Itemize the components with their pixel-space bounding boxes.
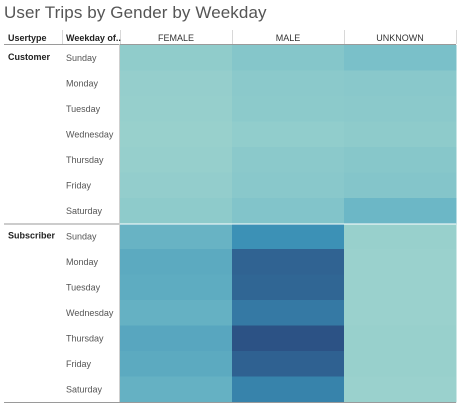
row-label-customer-tuesday: Tuesday: [66, 104, 101, 114]
heatmap-cell-subscriber-saturday-male[interactable]: [232, 376, 345, 403]
heatmap-cell-customer-tuesday-female[interactable]: [120, 96, 233, 122]
heatmap-cell-subscriber-tuesday-male[interactable]: [232, 274, 345, 301]
heatmap-cell-subscriber-tuesday-female[interactable]: [120, 274, 233, 301]
heatmap-cell-customer-friday-unknown[interactable]: [344, 172, 457, 199]
row-label-subscriber-wednesday: Wednesday: [66, 308, 114, 318]
grid-lines: [4, 30, 457, 403]
row-label-subscriber-thursday: Thursday: [66, 334, 104, 344]
chart-title: User Trips by Gender by Weekday: [4, 3, 267, 22]
row-label-customer-friday: Friday: [66, 181, 92, 191]
row-label-customer-sunday: Sunday: [66, 53, 97, 63]
row-header-weekday-of: Weekday of..: [66, 33, 121, 43]
heatmap-cell-customer-sunday-female[interactable]: [120, 45, 233, 71]
heatmap-cell-customer-tuesday-male[interactable]: [232, 96, 345, 122]
row-label-subscriber-friday: Friday: [66, 359, 92, 369]
row-label-subscriber-saturday: Saturday: [66, 385, 103, 395]
column-header-male: MALE: [276, 33, 301, 43]
heatmap-cell-customer-saturday-unknown[interactable]: [344, 198, 457, 224]
row-label-subscriber-sunday: Sunday: [66, 232, 97, 242]
row-label-customer-thursday: Thursday: [66, 155, 104, 165]
heatmap-cell-customer-thursday-male[interactable]: [232, 147, 345, 173]
heatmap-cell-subscriber-thursday-unknown[interactable]: [344, 325, 457, 352]
heatmap-cell-customer-wednesday-female[interactable]: [120, 121, 233, 148]
heatmap-cell-subscriber-wednesday-female[interactable]: [120, 300, 233, 326]
heatmap-cell-customer-monday-unknown[interactable]: [344, 70, 457, 97]
group-label-subscriber: Subscriber: [8, 231, 56, 241]
heatmap-cell-subscriber-tuesday-unknown[interactable]: [344, 274, 457, 301]
heatmap-cell-subscriber-saturday-female[interactable]: [120, 376, 233, 403]
row-header-usertype: Usertype: [8, 33, 47, 43]
heatmap-cell-subscriber-saturday-unknown[interactable]: [344, 376, 457, 403]
row-label-customer-saturday: Saturday: [66, 206, 103, 216]
heatmap-cell-customer-thursday-female[interactable]: [120, 147, 233, 173]
row-label-customer-wednesday: Wednesday: [66, 130, 114, 140]
row-label-subscriber-tuesday: Tuesday: [66, 283, 101, 293]
group-label-customer: Customer: [8, 52, 51, 62]
row-label-subscriber-monday: Monday: [66, 257, 99, 267]
heatmap-cell-subscriber-monday-female[interactable]: [120, 249, 233, 275]
heatmap-cell-subscriber-monday-unknown[interactable]: [344, 249, 457, 275]
heatmap-cell-customer-friday-male[interactable]: [232, 172, 345, 199]
heatmap-cell-customer-wednesday-unknown[interactable]: [344, 121, 457, 148]
heatmap-cell-subscriber-thursday-female[interactable]: [120, 325, 233, 352]
column-header-unknown: UNKNOWN: [376, 33, 424, 43]
heatmap-cell-subscriber-wednesday-unknown[interactable]: [344, 300, 457, 326]
heatmap-cell-customer-monday-male[interactable]: [232, 70, 345, 97]
heatmap-cell-subscriber-sunday-female[interactable]: [120, 223, 233, 250]
column-header-female: FEMALE: [158, 33, 194, 43]
heatmap-cell-customer-friday-female[interactable]: [120, 172, 233, 199]
heatmap-cell-customer-thursday-unknown[interactable]: [344, 147, 457, 173]
row-label-customer-monday: Monday: [66, 79, 99, 89]
heatmap-cell-subscriber-friday-female[interactable]: [120, 351, 233, 377]
heatmap-cell-subscriber-monday-male[interactable]: [232, 249, 345, 275]
heatmap-cell-customer-sunday-unknown[interactable]: [344, 45, 457, 71]
heatmap-cell-subscriber-friday-male[interactable]: [232, 351, 345, 377]
heatmap-cell-subscriber-friday-unknown[interactable]: [344, 351, 457, 377]
heatmap-cell-customer-saturday-female[interactable]: [120, 198, 233, 224]
heatmap-cell-customer-sunday-male[interactable]: [232, 45, 345, 71]
heatmap-labels: Usertype Weekday of.. FEMALE MALE UNKNOWN Cus…: [8, 33, 424, 395]
heatmap-cells: [120, 45, 457, 403]
heatmap-cell-subscriber-sunday-male[interactable]: [232, 223, 345, 250]
heatmap-cell-customer-wednesday-male[interactable]: [232, 121, 345, 148]
heatmap-cell-customer-tuesday-unknown[interactable]: [344, 96, 457, 122]
heatmap-cell-customer-monday-female[interactable]: [120, 70, 233, 97]
heatmap-cell-subscriber-wednesday-male[interactable]: [232, 300, 345, 326]
heatmap-cell-subscriber-sunday-unknown[interactable]: [344, 223, 457, 250]
heatmap-cell-customer-saturday-male[interactable]: [232, 198, 345, 224]
heatmap-cell-subscriber-thursday-male[interactable]: [232, 325, 345, 352]
